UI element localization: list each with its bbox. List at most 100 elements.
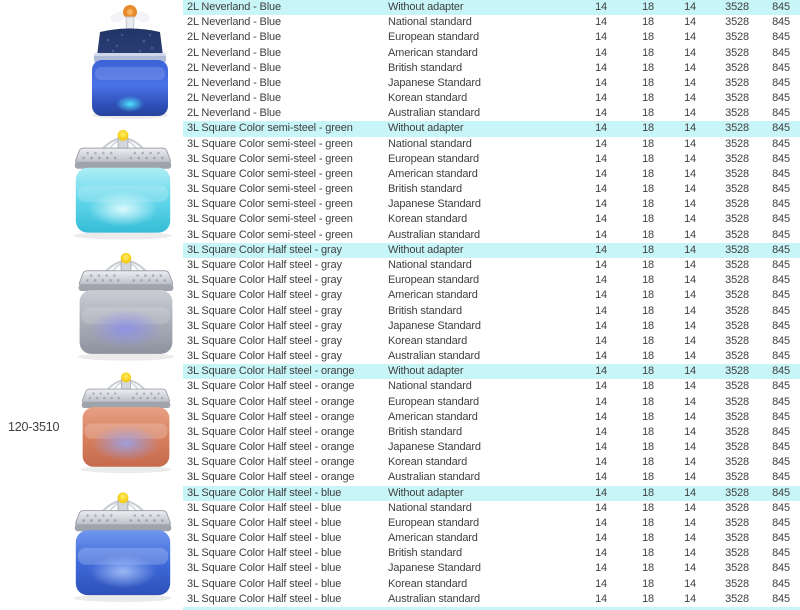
cell-qty1[interactable]: 14	[595, 16, 607, 29]
cell-price[interactable]: 845	[772, 380, 790, 393]
cell-adapter[interactable]: Japanese Standard	[388, 562, 481, 575]
cell-adapter[interactable]: British standard	[388, 304, 463, 317]
cell-qty2[interactable]: 18	[642, 592, 654, 605]
cell-qty1[interactable]: 14	[595, 122, 607, 135]
cell-qty3[interactable]: 14	[684, 532, 696, 545]
cell-qty2[interactable]: 18	[642, 122, 654, 135]
cell-product[interactable]: 3L Square Color semi-steel - green	[187, 122, 353, 135]
cell-code[interactable]: 3528	[725, 410, 749, 423]
cell-qty1[interactable]: 14	[595, 501, 607, 514]
cell-qty3[interactable]: 14	[684, 259, 696, 271]
table-row[interactable]: 3L Square Color semi-steel - green Britis…	[183, 182, 800, 197]
cell-adapter[interactable]: Australian standard	[388, 592, 480, 605]
cell-adapter[interactable]: Japanese Standard	[388, 76, 481, 89]
cell-qty1[interactable]: 14	[595, 577, 607, 590]
cell-adapter[interactable]: European standard	[388, 274, 480, 287]
table-row[interactable]: 3L Square Color Half steel - blue Japanes…	[183, 561, 800, 576]
cell-qty1[interactable]: 14	[595, 213, 607, 226]
cell-adapter[interactable]: Australian standard	[388, 107, 480, 120]
cell-product[interactable]: 2L Neverland - Blue	[187, 1, 281, 14]
cell-product[interactable]: 3L Square Color Half steel - orange	[187, 456, 355, 469]
cell-code[interactable]: 3528	[725, 471, 749, 484]
cell-qty1[interactable]: 14	[595, 395, 607, 408]
table-row[interactable]: 3L Square Color Half steel - orange Witho…	[183, 364, 800, 380]
cell-adapter[interactable]: Without adapter	[388, 365, 464, 378]
cell-price[interactable]: 845	[772, 46, 790, 59]
cell-qty2[interactable]: 18	[642, 1, 654, 14]
cell-qty3[interactable]: 14	[684, 92, 696, 105]
cell-price[interactable]: 845	[772, 319, 790, 332]
table-row[interactable]: 3L Square Color Half steel - orange Natio…	[183, 379, 800, 394]
cell-product[interactable]: 3L Square Color semi-steel - green	[187, 152, 353, 165]
cell-adapter[interactable]: Without adapter	[388, 122, 464, 135]
cell-price[interactable]: 845	[772, 107, 790, 120]
table-row[interactable]: 2L Neverland - Blue Australian standard 14…	[183, 106, 800, 121]
cell-product[interactable]: 3L Square Color Half steel - gray	[187, 334, 342, 347]
cell-qty1[interactable]: 14	[595, 532, 607, 545]
cell-qty2[interactable]: 18	[642, 46, 654, 59]
cell-qty2[interactable]: 18	[642, 577, 654, 590]
cell-product[interactable]: 2L Neverland - Blue	[187, 92, 281, 105]
cell-qty1[interactable]: 14	[595, 92, 607, 105]
cell-qty3[interactable]: 14	[684, 61, 696, 74]
cell-adapter[interactable]: British standard	[388, 547, 463, 560]
cell-adapter[interactable]: European standard	[388, 516, 480, 529]
table-row[interactable]: 3L Square Color Half steel - gray America…	[183, 288, 800, 303]
cell-qty2[interactable]: 18	[642, 152, 654, 165]
cell-qty3[interactable]: 14	[684, 16, 696, 29]
cell-qty1[interactable]: 14	[595, 380, 607, 393]
table-row[interactable]: 2L Neverland - Blue Without adapter 14 18 14…	[183, 0, 800, 16]
cell-qty2[interactable]: 18	[642, 76, 654, 89]
cell-adapter[interactable]: American standard	[388, 410, 478, 423]
cell-qty3[interactable]: 14	[684, 228, 696, 241]
cell-adapter[interactable]: European standard	[388, 31, 480, 44]
cell-qty2[interactable]: 18	[642, 501, 654, 514]
cell-qty2[interactable]: 18	[642, 213, 654, 226]
table-row[interactable]: 3L Square Color Half steel - gray Nationa…	[183, 258, 800, 273]
cell-qty2[interactable]: 18	[642, 304, 654, 317]
table-row[interactable]: 3L Square Color semi-steel - green Japane…	[183, 197, 800, 212]
cell-adapter[interactable]: Japanese Standard	[388, 198, 481, 211]
cell-product[interactable]: 3L Square Color semi-steel - green	[187, 137, 353, 150]
table-row[interactable]: 3L Square Color Half steel - gray Without…	[183, 242, 800, 258]
cell-qty1[interactable]: 14	[595, 471, 607, 484]
cell-price[interactable]: 845	[772, 516, 790, 529]
cell-qty2[interactable]: 18	[642, 410, 654, 423]
cell-code[interactable]: 3528	[725, 441, 749, 454]
cell-qty3[interactable]: 14	[684, 137, 696, 150]
cell-qty3[interactable]: 14	[684, 107, 696, 120]
cell-price[interactable]: 845	[772, 365, 790, 378]
cell-price[interactable]: 845	[772, 213, 790, 226]
cell-qty2[interactable]: 18	[642, 516, 654, 529]
cell-price[interactable]: 845	[772, 486, 790, 499]
table-row[interactable]: 3L Square Color Half steel - gray Korean …	[183, 334, 800, 349]
cell-price[interactable]: 845	[772, 228, 790, 241]
cell-product[interactable]: 3L Square Color semi-steel - green	[187, 198, 353, 211]
cell-code[interactable]: 3528	[725, 76, 749, 89]
cell-code[interactable]: 3528	[725, 243, 749, 256]
table-row[interactable]: 3L Square Color Half steel - blue British…	[183, 546, 800, 561]
cell-adapter[interactable]: British standard	[388, 183, 463, 196]
cell-price[interactable]: 845	[772, 532, 790, 545]
cell-qty3[interactable]: 14	[684, 198, 696, 211]
cell-product[interactable]: 3L Square Color Half steel - blue	[187, 516, 342, 529]
cell-adapter[interactable]: National standard	[388, 259, 472, 271]
cell-qty1[interactable]: 14	[595, 334, 607, 347]
cell-qty2[interactable]: 18	[642, 562, 654, 575]
cell-qty1[interactable]: 14	[595, 304, 607, 317]
cell-adapter[interactable]: Without adapter	[388, 243, 464, 256]
table-row[interactable]: 3L Square Color Half steel - blue Without…	[183, 485, 800, 501]
cell-qty3[interactable]: 14	[684, 243, 696, 256]
cell-product[interactable]: 3L Square Color Half steel - gray	[187, 319, 342, 332]
cell-qty3[interactable]: 14	[684, 516, 696, 529]
cell-qty3[interactable]: 14	[684, 577, 696, 590]
table-row[interactable]: 3L Square Color Half steel - gray Europea…	[183, 273, 800, 288]
cell-product[interactable]: 3L Square Color Half steel - blue	[187, 577, 342, 590]
cell-qty1[interactable]: 14	[595, 259, 607, 271]
cell-price[interactable]: 845	[772, 547, 790, 560]
cell-code[interactable]: 3528	[725, 319, 749, 332]
cell-qty2[interactable]: 18	[642, 547, 654, 560]
cell-code[interactable]: 3528	[725, 304, 749, 317]
cell-adapter[interactable]: Korean standard	[388, 213, 468, 226]
cell-qty1[interactable]: 14	[595, 319, 607, 332]
